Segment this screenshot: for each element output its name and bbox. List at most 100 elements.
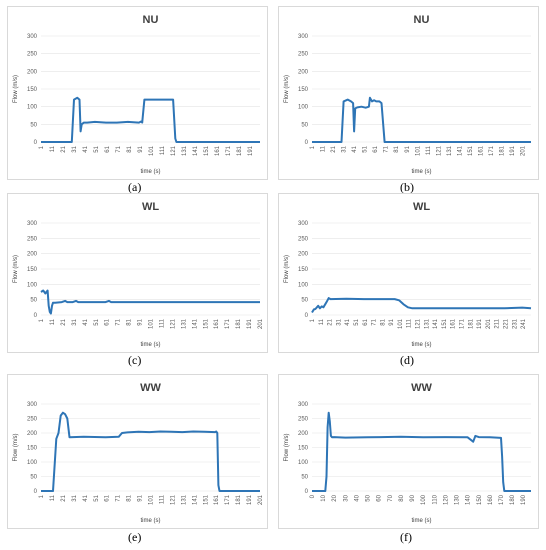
y-tick-label: 50	[301, 298, 308, 304]
y-tick-label: 200	[27, 252, 38, 258]
x-tick-label: 130	[455, 494, 461, 505]
chart-frame	[7, 193, 268, 353]
y-tick-label: 50	[30, 122, 37, 128]
x-tick-label: 141	[192, 494, 198, 505]
x-tick-label: 151	[204, 145, 210, 156]
y-axis-label: Flow (m/s)	[284, 75, 290, 103]
y-tick-label: 150	[298, 446, 309, 452]
x-tick-label: 31	[72, 494, 78, 501]
x-tick-label: 91	[138, 494, 144, 501]
series-line-a	[41, 96, 260, 143]
x-tick-label: 10	[321, 494, 327, 501]
x-tick-label: 110	[432, 494, 438, 504]
x-tick-label: 21	[61, 494, 67, 501]
x-tick-label: 121	[436, 145, 442, 156]
y-tick-label: 0	[34, 489, 38, 495]
x-tick-label: 121	[170, 494, 176, 505]
x-tick-label: 11	[50, 318, 56, 325]
x-tick-label: 1	[39, 318, 45, 322]
chart-frame	[278, 6, 539, 180]
y-tick-label: 200	[298, 252, 309, 258]
x-tick-label: 191	[247, 494, 253, 505]
chart-panel-f: WW 0 50 100 150 200 250 300 0 10 20 30 40 50 60 70 80 90 1…	[278, 374, 539, 529]
x-tick-label: 151	[203, 318, 209, 329]
series-line-f	[312, 411, 531, 492]
x-tick-label: 51	[94, 494, 100, 501]
x-tick-label: 161	[214, 494, 220, 505]
y-tick-label: 200	[298, 431, 309, 437]
x-tick-label: 171	[489, 145, 495, 156]
x-tick-label: 91	[138, 318, 144, 325]
x-tick-label: 101	[149, 145, 155, 156]
x-tick-label: 161	[214, 318, 220, 329]
x-axis-label: time (s)	[412, 342, 432, 348]
x-tick-label: 71	[116, 494, 122, 501]
x-tick-label: 70	[388, 494, 394, 501]
y-tick-label: 50	[301, 122, 308, 128]
x-tick-label: 161	[215, 145, 221, 156]
y-tick-label: 300	[298, 402, 309, 408]
x-tick-label: 1	[39, 494, 45, 498]
x-tick-label: 201	[486, 318, 492, 329]
x-tick-label: 131	[181, 318, 187, 329]
y-tick-label: 250	[298, 236, 309, 242]
x-tick-label: 161	[478, 145, 484, 156]
x-tick-label: 71	[372, 318, 378, 325]
x-tick-label: 100	[421, 494, 427, 505]
x-tick-label: 131	[424, 318, 430, 329]
y-tick-label: 100	[298, 460, 309, 466]
y-tick-label: 250	[298, 52, 309, 58]
x-tick-label: 101	[415, 145, 421, 156]
panel-label-e: (e)	[128, 530, 142, 544]
chart-title: WL	[413, 201, 430, 213]
x-tick-label: 0	[310, 494, 316, 498]
x-tick-label: 101	[149, 318, 155, 329]
x-tick-label: 161	[451, 318, 457, 329]
x-tick-label: 151	[468, 145, 474, 156]
x-tick-label: 41	[352, 145, 358, 152]
x-tick-label: 231	[512, 318, 518, 329]
x-tick-label: 91	[138, 145, 144, 152]
x-tick-label: 21	[331, 145, 337, 152]
x-tick-label: 141	[433, 318, 439, 329]
x-tick-label: 51	[94, 145, 100, 152]
x-tick-label: 171	[460, 318, 466, 329]
x-tick-label: 81	[127, 494, 133, 501]
chart-title: WW	[140, 382, 161, 394]
x-tick-label: 101	[149, 494, 155, 505]
x-tick-label: 181	[237, 145, 243, 156]
chart-title: NU	[143, 14, 159, 26]
x-tick-label: 71	[116, 145, 122, 152]
x-tick-label: 150	[477, 494, 483, 505]
y-tick-label: 150	[298, 87, 309, 93]
x-tick-label: 141	[193, 145, 199, 156]
x-tick-label: 81	[380, 318, 386, 325]
y-tick-label: 200	[298, 69, 309, 75]
x-tick-label: 1	[310, 145, 316, 149]
y-tick-label: 300	[27, 221, 38, 227]
x-tick-label: 1	[39, 145, 45, 149]
x-tick-label: 71	[116, 318, 122, 325]
x-tick-label: 81	[127, 145, 133, 152]
x-tick-label: 111	[159, 318, 165, 328]
y-axis-label: Flow (m/s)	[13, 434, 19, 462]
x-tick-label: 221	[503, 318, 509, 329]
x-tick-label: 211	[495, 318, 501, 328]
x-tick-label: 190	[521, 494, 527, 505]
chart-frame	[278, 374, 539, 529]
chart-frame	[278, 193, 539, 353]
x-tick-label: 11	[50, 145, 56, 152]
x-tick-label: 81	[394, 145, 400, 152]
x-tick-label: 81	[127, 318, 133, 325]
y-axis-label: Flow (m/s)	[284, 434, 290, 462]
x-tick-label: 40	[354, 494, 360, 501]
x-tick-label: 181	[500, 145, 506, 156]
y-tick-label: 0	[34, 313, 38, 319]
chart-title: WW	[411, 382, 432, 394]
y-tick-label: 100	[298, 282, 309, 288]
x-tick-label: 171	[226, 145, 232, 156]
chart-frame	[7, 374, 268, 529]
